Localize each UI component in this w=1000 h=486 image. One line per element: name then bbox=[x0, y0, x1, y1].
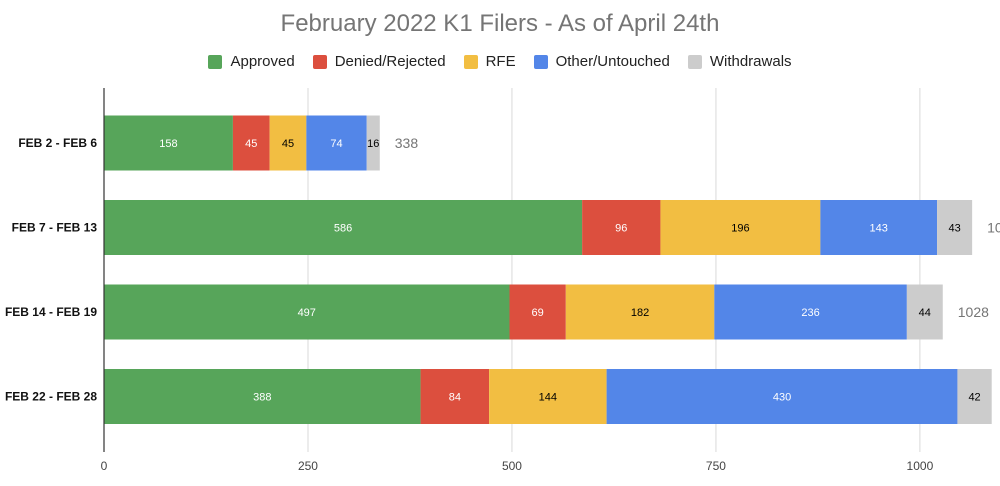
data-label: 43 bbox=[948, 223, 960, 235]
data-label: 69 bbox=[532, 307, 544, 319]
legend-swatch bbox=[312, 54, 327, 69]
data-label: 16 bbox=[367, 138, 379, 150]
data-label: 430 bbox=[773, 392, 791, 404]
bar-segment bbox=[714, 284, 907, 340]
legend-item: Approved bbox=[208, 53, 295, 70]
legend-label: Approved bbox=[230, 53, 295, 70]
legend-swatch bbox=[687, 54, 702, 69]
x-tick-label: 0 bbox=[101, 459, 108, 473]
bar-segment bbox=[660, 200, 821, 255]
legend: Approved Denied/Rejected RFE Other/Untouche… bbox=[0, 53, 1000, 70]
data-label: 45 bbox=[245, 138, 257, 150]
bar-segment bbox=[582, 200, 661, 255]
legend-swatch bbox=[463, 54, 478, 69]
legend-label: Withdrawals bbox=[709, 53, 792, 70]
bar-segment bbox=[232, 115, 270, 171]
data-label: 143 bbox=[870, 223, 888, 235]
data-label: 586 bbox=[334, 223, 352, 235]
data-label: 44 bbox=[919, 307, 931, 319]
x-tick-label: 250 bbox=[298, 459, 318, 473]
legend-label: RFE bbox=[485, 53, 516, 70]
legend-swatch bbox=[208, 54, 223, 69]
category-label: FEB 2 - FEB 6 bbox=[18, 136, 97, 150]
total-label: 1028 bbox=[958, 304, 989, 320]
category-label: FEB 22 - FEB 28 bbox=[5, 390, 97, 404]
bar-segment bbox=[606, 369, 958, 424]
legend-item: Other/Untouched bbox=[533, 53, 670, 70]
bar-segment bbox=[104, 200, 583, 255]
total-label: 338 bbox=[395, 135, 419, 151]
data-label: 42 bbox=[968, 392, 980, 404]
legend-label: Denied/Rejected bbox=[334, 53, 446, 70]
data-label: 497 bbox=[298, 307, 316, 319]
data-label: 158 bbox=[159, 138, 177, 150]
data-label: 74 bbox=[330, 138, 342, 150]
data-label: 144 bbox=[539, 392, 557, 404]
x-tick-label: 750 bbox=[706, 459, 726, 473]
legend-item: Denied/Rejected bbox=[312, 53, 446, 70]
category-label: FEB 7 - FEB 13 bbox=[12, 221, 98, 235]
bar-segment bbox=[269, 115, 307, 171]
bar-segment bbox=[420, 369, 490, 424]
bar-segment bbox=[489, 369, 607, 424]
legend-item: Withdrawals bbox=[687, 53, 792, 70]
bar-segment bbox=[104, 369, 421, 424]
category-label: FEB 14 - FEB 19 bbox=[5, 305, 97, 319]
legend-item: RFE bbox=[463, 53, 516, 70]
data-label: 388 bbox=[253, 392, 271, 404]
data-label: 236 bbox=[801, 307, 819, 319]
data-label: 96 bbox=[615, 223, 627, 235]
bar-segment bbox=[104, 115, 233, 171]
bar-segment bbox=[565, 284, 715, 340]
chart-title: February 2022 K1 Filers - As of April 24… bbox=[280, 10, 720, 37]
legend-swatch bbox=[533, 54, 548, 69]
x-tick-label: 1000 bbox=[907, 459, 934, 473]
data-label: 182 bbox=[631, 307, 649, 319]
bar-segment bbox=[937, 200, 973, 255]
x-tick-label: 500 bbox=[502, 459, 522, 473]
bar-segment bbox=[906, 284, 943, 340]
data-label: 84 bbox=[449, 392, 461, 404]
bar-segment bbox=[366, 115, 380, 171]
data-label: 196 bbox=[731, 223, 749, 235]
bar-segment bbox=[957, 369, 992, 424]
bar-segment bbox=[820, 200, 938, 255]
legend-label: Other/Untouched bbox=[555, 53, 670, 70]
data-label: 45 bbox=[282, 138, 294, 150]
total-label: 1064 bbox=[987, 220, 1000, 236]
bar-segment bbox=[306, 115, 367, 171]
bar-segment bbox=[509, 284, 566, 340]
bar-segment bbox=[104, 284, 510, 340]
